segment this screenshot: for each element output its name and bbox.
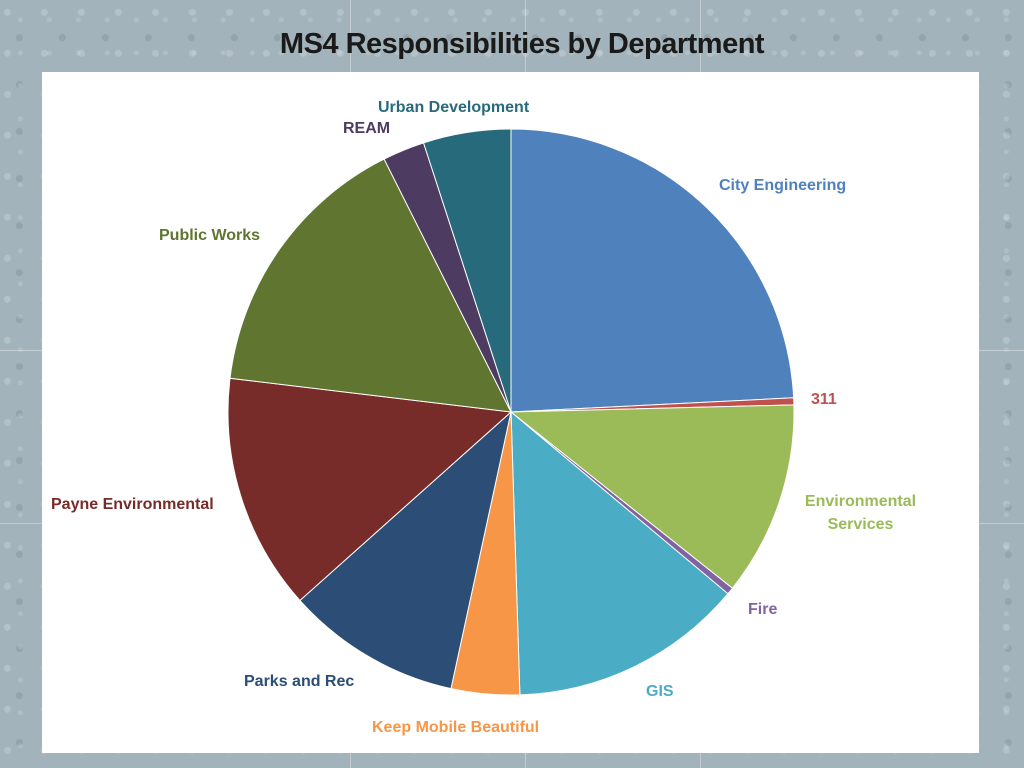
pie-chart [227,128,795,696]
data-label: Parks and Rec [244,673,355,690]
pie-slice-gis [510,410,729,696]
chart-panel: City Engineering 311 Environmental Service… [42,72,979,753]
pie-slice-payne-environmental [227,377,513,602]
data-label: Keep Mobile Beautiful [372,719,540,736]
data-label: GIS [646,683,674,700]
data-label: Public Works [159,227,261,244]
data-label: Fire [748,601,778,618]
data-label: REAM [343,120,391,137]
pie-slice-city-engineering [510,128,795,413]
data-label: Urban Development [378,99,530,116]
pie-slice-urban-development [422,128,512,413]
pie-slice-parks-and-rec [299,410,512,690]
data-label: Environmental Services [804,493,917,533]
data-label: 311 [811,391,837,408]
chart-title: MS4 Responsibilities by Department [279,28,765,60]
data-label: Payne Environmental [51,496,214,513]
pie-slice-public-works [229,158,512,413]
pie-slice-environmental-services [509,404,795,589]
data-label: City Engineering [719,177,847,194]
